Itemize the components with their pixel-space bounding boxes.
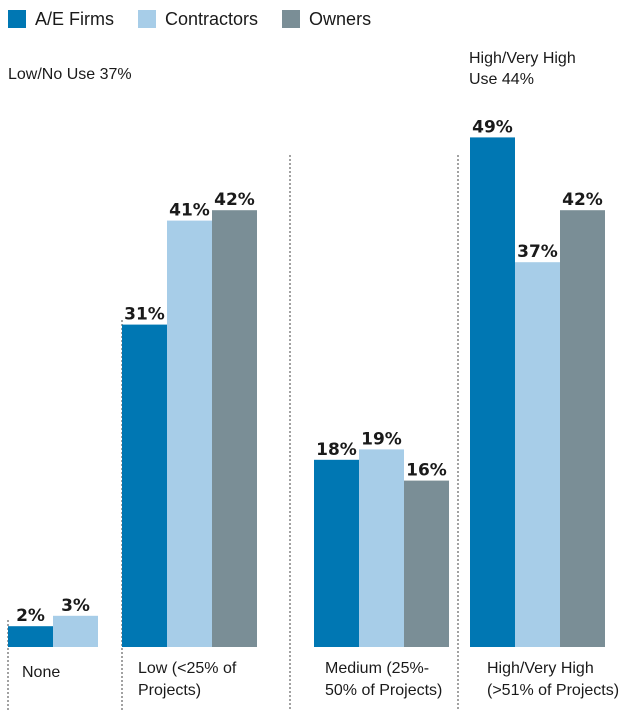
category-label-low-line-2: Projects) xyxy=(138,682,202,699)
legend-label-owners: Owners xyxy=(309,8,372,29)
category-label-medium: Medium (25%- 50% of Projects) xyxy=(325,658,442,702)
category-label-medium-line-1: Medium (25%- xyxy=(325,660,430,677)
low-no-use-note-line-1: Low/No Use 37% xyxy=(8,66,132,83)
high-use-note: High/Very High Use 44% xyxy=(469,48,576,90)
data-label-contractors-low: 41% xyxy=(169,201,210,221)
data-label-owners-high: 42% xyxy=(562,190,603,210)
bar-contractors-low xyxy=(167,220,212,647)
legend-item-contractors: Contractors xyxy=(138,9,258,30)
category-label-high: High/Very High (>51% of Projects) xyxy=(487,658,619,702)
data-label-ae-firms-none: 2% xyxy=(16,606,45,626)
data-label-owners-medium: 16% xyxy=(406,461,447,481)
legend-swatch-owners xyxy=(282,10,301,28)
legend-label-ae-firms: A/E Firms xyxy=(35,8,114,29)
bar-contractors-medium xyxy=(359,449,404,647)
category-label-low-line-1: Low (<25% of xyxy=(138,660,237,677)
legend-swatch-contractors xyxy=(138,10,156,28)
data-label-contractors-high: 37% xyxy=(517,242,558,262)
data-label-ae-firms-low: 31% xyxy=(124,305,165,325)
high-use-note-line-1: High/Very High xyxy=(469,50,576,67)
low-no-use-note: Low/No Use 37% xyxy=(8,64,132,85)
data-label-contractors-none: 3% xyxy=(61,596,90,616)
bar-ae-firms-none xyxy=(8,626,53,647)
bar-ae-firms-low xyxy=(122,324,167,647)
legend: A/E Firms Contractors Owners xyxy=(8,8,395,30)
data-label-owners-low: 42% xyxy=(214,190,255,210)
legend-swatch-ae-firms xyxy=(8,10,26,28)
bar-ae-firms-medium xyxy=(314,459,359,647)
legend-item-ae-firms: A/E Firms xyxy=(8,9,114,30)
data-label-ae-firms-high: 49% xyxy=(472,117,513,137)
category-label-high-line-2: (>51% of Projects) xyxy=(487,682,620,699)
bar-contractors-none xyxy=(53,615,98,647)
bar-owners-low xyxy=(212,210,257,647)
category-label-none: None xyxy=(22,662,60,684)
legend-label-contractors: Contractors xyxy=(165,8,259,29)
bar-ae-firms-high xyxy=(470,137,515,647)
legend-item-owners: Owners xyxy=(282,9,371,30)
data-label-contractors-medium: 19% xyxy=(361,429,402,449)
category-label-high-line-1: High/Very High xyxy=(487,660,594,677)
bar-contractors-high xyxy=(515,262,560,647)
high-use-note-line-2: Use 44% xyxy=(469,71,534,88)
category-label-medium-line-2: 50% of Projects) xyxy=(325,682,443,699)
category-label-low: Low (<25% of Projects) xyxy=(138,658,236,702)
bar-owners-medium xyxy=(404,480,449,647)
bar-owners-high xyxy=(560,210,605,647)
category-label-none-line-1: None xyxy=(22,664,61,681)
data-label-ae-firms-medium: 18% xyxy=(316,440,357,460)
